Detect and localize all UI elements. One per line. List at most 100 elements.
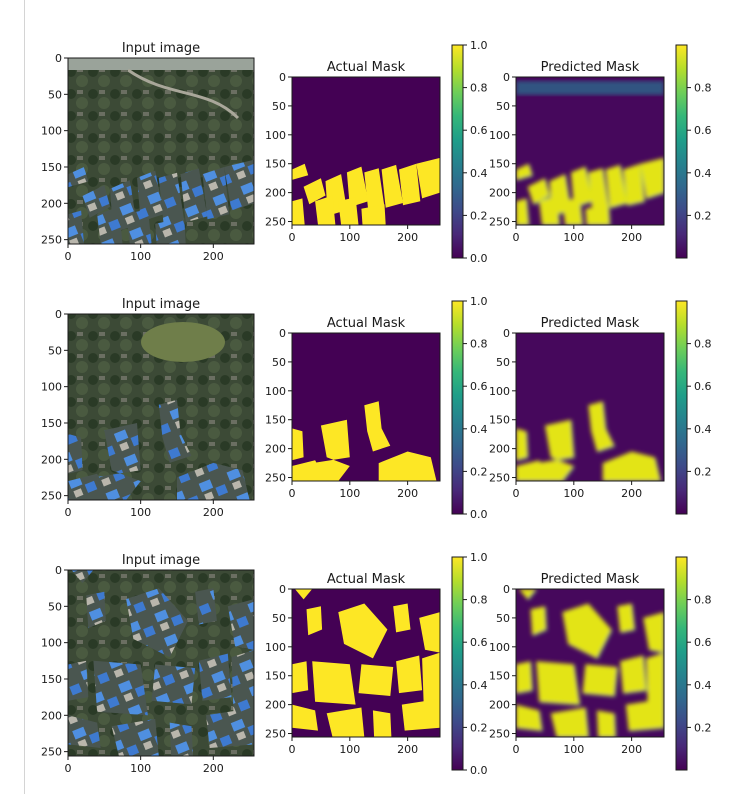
- input-image-axis-xtick-label: 0: [65, 506, 72, 519]
- mask-building: [292, 460, 327, 481]
- mask-building: [401, 698, 440, 731]
- prediction-building: [646, 652, 664, 708]
- actual-mask-colorbar-tick-label: 0.4: [470, 679, 488, 692]
- mask-building: [294, 589, 313, 600]
- predicted-mask-axis-ytick-label: 100: [489, 129, 510, 142]
- input-image-axis-ytick-label: 100: [41, 381, 62, 394]
- panel-title: Predicted Mask: [541, 572, 640, 587]
- actual-mask-colorbar-tick-label: 0.2: [470, 465, 488, 478]
- road: [68, 58, 254, 70]
- prediction-building: [516, 661, 533, 694]
- actual-mask-axis-ytick-label: 100: [265, 641, 286, 654]
- mask-building: [326, 707, 365, 737]
- predicted-mask-colorbar: [675, 300, 688, 515]
- prediction-building: [588, 168, 609, 212]
- mask-building: [364, 168, 385, 212]
- figure-row-2: 0 100 200 0 50 100 150 200 250 Input image 0 100 200…: [41, 295, 712, 521]
- mask-building: [292, 163, 309, 180]
- prediction-building: [605, 164, 627, 208]
- predicted-mask-axis-xtick-label: 100: [563, 743, 584, 756]
- panel-title: Input image: [122, 553, 200, 568]
- predicted-mask-axis-frame: [515, 332, 665, 482]
- actual-mask-axis-frame: [291, 588, 441, 738]
- predicted-mask-panel: 0 100 200 0 50 100 150 200 250 Predicted Mask 0.2 0…: [489, 44, 712, 259]
- prediction-building: [516, 198, 529, 225]
- mask-building: [338, 197, 359, 225]
- predicted-mask-axis-ytick-label: 100: [489, 385, 510, 398]
- actual-mask-colorbar-tick-label: 0.8: [470, 338, 488, 351]
- predicted-mask-axis-ytick-label: 50: [496, 356, 510, 369]
- input-image-axis-frame: [67, 57, 255, 245]
- actual-mask-colorbar-tick-label: 0.6: [470, 380, 488, 393]
- input-image-axis-xtick-label: 0: [65, 762, 72, 775]
- predicted-mask-colorbar-tick-label: 0.8: [694, 82, 712, 95]
- building-area: [227, 599, 254, 650]
- building-area: [198, 653, 232, 701]
- actual-mask-colorbar-tick-label: 0.0: [470, 252, 488, 265]
- predicted-mask-axis-ytick-label: 200: [489, 187, 510, 200]
- input-image-axis-ytick-label: 50: [48, 600, 62, 613]
- predicted-mask-colorbar-tick-label: 0.2: [694, 721, 712, 734]
- actual-mask-colorbar-tick-label: 0.4: [470, 167, 488, 180]
- prediction-road: [516, 81, 664, 95]
- path-trail: [127, 68, 240, 120]
- mask-building: [292, 198, 305, 225]
- input-image-panel: 0 100 200 0 50 100 150 200 250 Input image: [41, 297, 255, 519]
- actual-mask-colorbar-tick-label: 0.8: [470, 594, 488, 607]
- prediction-building: [585, 204, 610, 225]
- predicted-mask-axis-xtick-label: 100: [563, 487, 584, 500]
- building-area: [206, 708, 254, 748]
- actual-mask-axis-ytick-label: 250: [265, 472, 286, 485]
- actual-mask-panel: 0 100 200 0 50 100 150 200 250 Actual Mask 0.0 0.2 0…: [265, 295, 488, 521]
- building-area: [68, 715, 101, 748]
- figure-row-1: 0 100 200 0 50 100 150 200 250 Input image 0 100 200…: [41, 39, 712, 265]
- actual-mask-colorbar-tick-label: 0.8: [470, 82, 488, 95]
- prediction-building: [570, 166, 593, 208]
- actual-mask-axis-ytick-label: 200: [265, 699, 286, 712]
- prediction-building: [562, 197, 583, 225]
- prediction-glow: [516, 157, 664, 225]
- building-area: [82, 185, 111, 218]
- panel-title: Predicted Mask: [541, 316, 640, 331]
- mask-building: [364, 401, 391, 452]
- actual-mask-axis-frame: [291, 332, 441, 482]
- input-image-axis-xtick-label: 100: [130, 762, 151, 775]
- actual-mask-colorbar-tick-label: 0.0: [470, 508, 488, 521]
- input-image-axis-xtick-label: 100: [130, 250, 151, 263]
- actual-mask-axis-ytick-label: 50: [272, 356, 286, 369]
- prediction-building: [530, 606, 547, 636]
- mask-building: [393, 603, 411, 633]
- predicted-mask-axis-xtick-label: 200: [621, 487, 642, 500]
- mask-building: [396, 655, 423, 694]
- mask-heatmap: [292, 333, 440, 481]
- prediction-heatmap: [516, 333, 664, 481]
- prediction-heatmap: [516, 589, 664, 737]
- predicted-mask-panel: 0 100 200 0 50 100 150 200 250 Predicted Mask 0.2 0…: [489, 556, 712, 771]
- predicted-mask-axis-ytick-label: 150: [489, 414, 510, 427]
- actual-mask-colorbar-tick-label: 0.6: [470, 124, 488, 137]
- panel-title: Actual Mask: [327, 572, 406, 587]
- building-area: [126, 209, 152, 244]
- building-area: [158, 399, 192, 463]
- prediction-building: [516, 704, 542, 731]
- building-area: [68, 167, 89, 188]
- predicted-mask-axis-ytick-label: 200: [489, 443, 510, 456]
- building-area: [231, 649, 254, 719]
- prediction-building: [518, 589, 537, 600]
- actual-mask-colorbar-tick-label: 0.2: [470, 721, 488, 734]
- predicted-mask-axis-xtick-label: 100: [563, 231, 584, 244]
- input-image-axis-ytick-label: 150: [41, 417, 62, 430]
- actual-mask-axis-ytick-label: 0: [279, 71, 286, 84]
- actual-mask-axis-xtick-label: 100: [339, 743, 360, 756]
- prediction-building: [562, 603, 612, 659]
- mask-building: [399, 163, 421, 206]
- mask-building: [303, 178, 326, 205]
- actual-mask-axis-ytick-label: 100: [265, 129, 286, 142]
- satellite-photo: [68, 58, 254, 244]
- predicted-mask-colorbar-tick-label: 0.4: [694, 679, 712, 692]
- mask-building: [358, 664, 394, 696]
- predicted-mask-axis-ytick-label: 250: [489, 728, 510, 741]
- mask-building: [381, 164, 403, 208]
- input-image-axis-xtick-label: 200: [203, 762, 224, 775]
